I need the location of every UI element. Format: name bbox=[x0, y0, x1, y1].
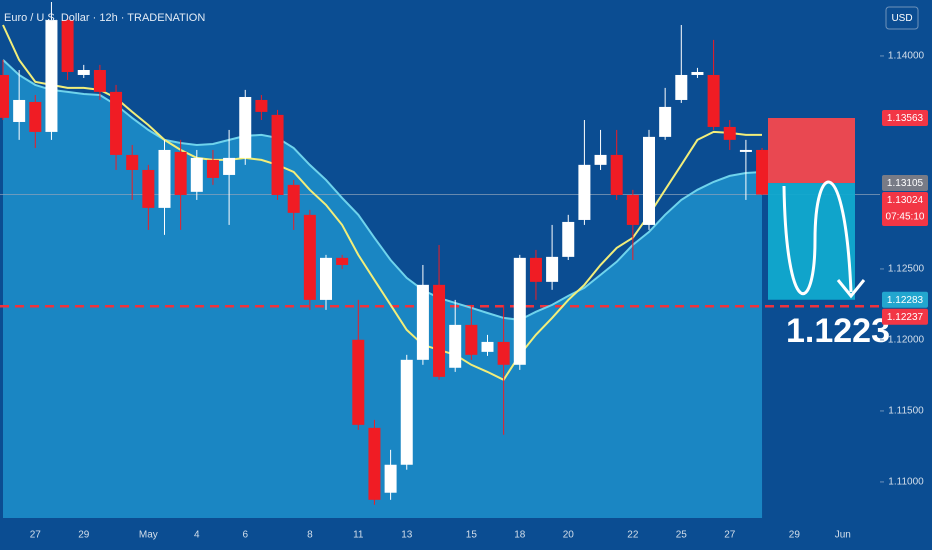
y-tick-label: 1.12500 bbox=[888, 264, 925, 275]
candle-body bbox=[271, 114, 284, 195]
x-tick-label: 15 bbox=[466, 530, 478, 541]
candle-body bbox=[465, 324, 478, 355]
candle-body bbox=[77, 70, 90, 75]
x-tick-label: 11 bbox=[353, 530, 364, 541]
candle-body bbox=[594, 154, 607, 165]
candle-body bbox=[0, 74, 9, 118]
candle-body bbox=[368, 427, 381, 500]
ma-line bbox=[2, 24, 762, 382]
candle-body bbox=[675, 74, 688, 100]
candle-body bbox=[287, 184, 300, 213]
x-tick-label: 8 bbox=[307, 530, 313, 541]
price-label-box bbox=[882, 291, 928, 308]
candle-body bbox=[61, 20, 74, 72]
candle-body bbox=[190, 157, 203, 192]
candle-body bbox=[546, 256, 559, 282]
candle-body bbox=[384, 464, 397, 493]
candle-body bbox=[449, 324, 462, 368]
countdown: 07:45:10 bbox=[886, 212, 925, 223]
candle-body bbox=[497, 341, 510, 365]
candle-body bbox=[303, 214, 316, 300]
candle-body bbox=[659, 106, 672, 137]
y-tick-label: 1.11500 bbox=[888, 406, 924, 417]
x-tick-label: 27 bbox=[724, 530, 736, 541]
price-label-box bbox=[882, 109, 928, 126]
candle-body bbox=[610, 154, 623, 195]
candle-body bbox=[110, 91, 123, 155]
x-tick-label: 27 bbox=[30, 530, 42, 541]
candle-body bbox=[416, 284, 429, 360]
x-tick-label: 25 bbox=[676, 530, 688, 541]
price-label-box bbox=[882, 308, 928, 325]
y-tick-label: 1.11000 bbox=[888, 477, 924, 488]
candle-body bbox=[45, 20, 58, 132]
candle-body bbox=[239, 96, 252, 158]
price-label-box bbox=[882, 192, 928, 227]
x-tick-label: 29 bbox=[78, 530, 90, 541]
candle-body bbox=[336, 257, 349, 265]
y-tick-label: 1.14000 bbox=[888, 51, 925, 62]
x-tick-label: Jun bbox=[835, 530, 851, 541]
candle-body bbox=[174, 151, 187, 195]
candle-body bbox=[126, 154, 139, 170]
x-tick-label: 4 bbox=[194, 530, 200, 541]
ma-line bbox=[2, 59, 763, 321]
currency-label[interactable]: USD bbox=[891, 13, 912, 24]
candle-body bbox=[13, 99, 26, 122]
candle-body bbox=[255, 99, 268, 112]
candle-body bbox=[691, 71, 704, 75]
candle-body bbox=[29, 101, 42, 132]
candle-body bbox=[626, 194, 639, 225]
price-label-box bbox=[882, 175, 928, 192]
price-label: 1.13024 bbox=[887, 195, 924, 206]
candle-body bbox=[513, 257, 526, 365]
candle-body bbox=[142, 169, 155, 208]
candle-body bbox=[158, 149, 171, 208]
forecast-curve bbox=[782, 180, 853, 296]
candle-body bbox=[352, 339, 365, 425]
candle-body bbox=[562, 221, 575, 257]
x-tick-label: 29 bbox=[789, 530, 801, 541]
x-tick-label: 6 bbox=[242, 530, 248, 541]
price-label: 1.12237 bbox=[887, 312, 924, 323]
forecast-arrow bbox=[836, 279, 866, 299]
plot bbox=[0, 1, 880, 519]
candle-body bbox=[529, 257, 542, 282]
candle-body bbox=[400, 359, 413, 465]
candle-body bbox=[723, 126, 736, 140]
price-label: 1.13105 bbox=[887, 178, 924, 189]
x-tick-label: 13 bbox=[401, 530, 413, 541]
x-tick-label: May bbox=[139, 530, 158, 541]
candle-body bbox=[481, 341, 494, 352]
price-label: 1.13563 bbox=[887, 113, 924, 124]
candle-body bbox=[739, 149, 752, 152]
y-tick-label: 1.12000 bbox=[888, 335, 925, 346]
stop-zone bbox=[768, 117, 855, 184]
candle-body bbox=[93, 70, 106, 92]
price-label: 1.12283 bbox=[887, 295, 924, 306]
candle-body bbox=[756, 149, 769, 195]
candle-body bbox=[433, 284, 446, 377]
candle-body bbox=[320, 257, 332, 300]
candle-body bbox=[578, 164, 591, 220]
x-tick-label: 22 bbox=[627, 530, 639, 541]
x-tick-label: 20 bbox=[563, 530, 575, 541]
candle-body bbox=[206, 159, 219, 178]
x-tick-label: 18 bbox=[514, 530, 526, 541]
candle-body bbox=[643, 136, 655, 225]
annotation: 1.1223 bbox=[786, 312, 890, 350]
chart-title: Euro / U.S. Dollar · 12h · TRADENATION bbox=[4, 12, 205, 24]
candle-body bbox=[223, 157, 236, 175]
candle-body bbox=[707, 74, 720, 127]
currency-button[interactable] bbox=[885, 6, 919, 30]
